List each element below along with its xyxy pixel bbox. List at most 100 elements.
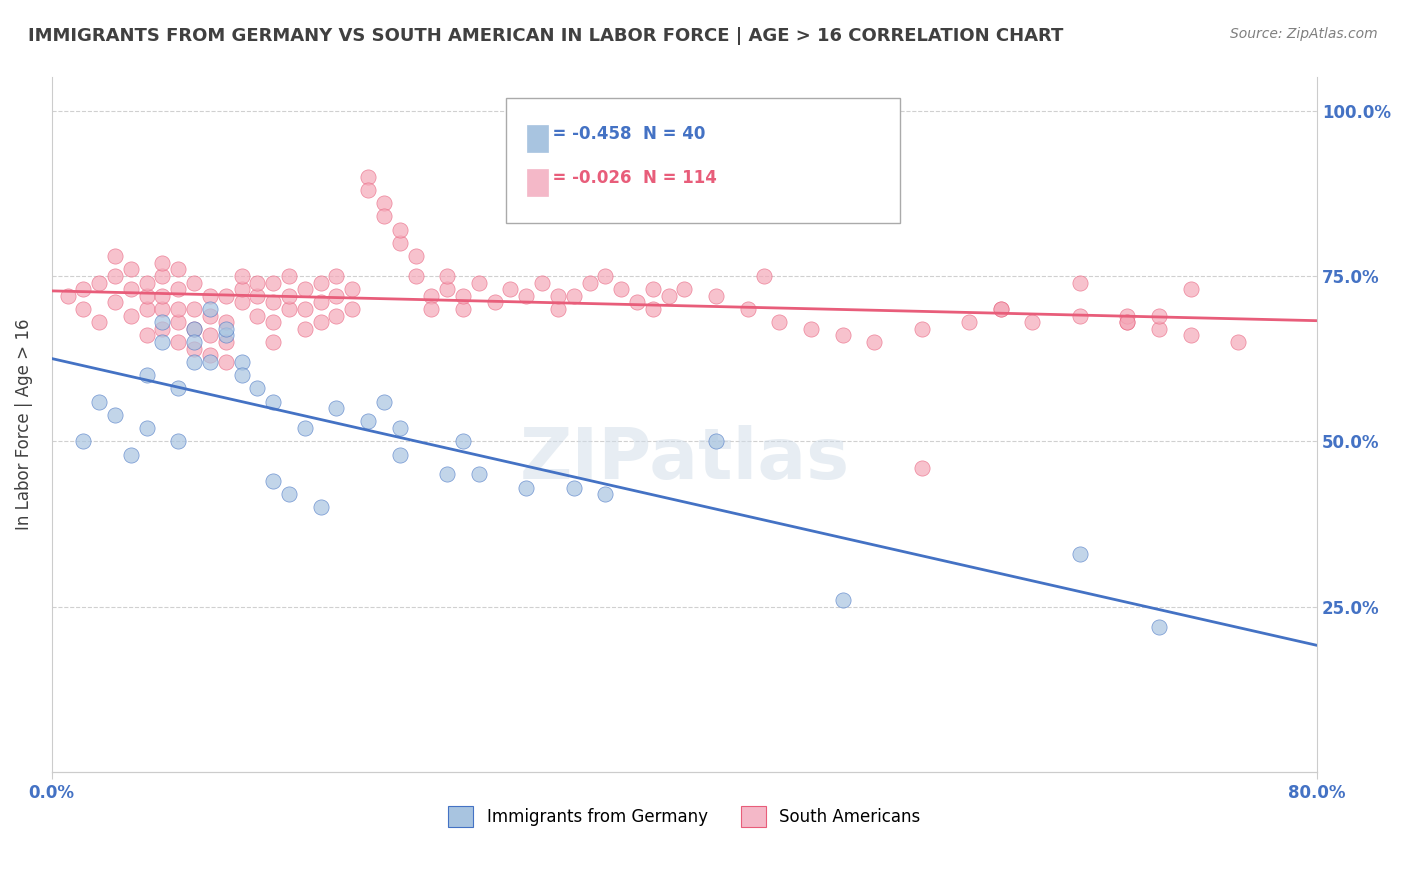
Point bbox=[198, 328, 221, 343]
Point bbox=[388, 222, 411, 236]
Point bbox=[911, 460, 934, 475]
Point bbox=[246, 276, 269, 290]
Point bbox=[152, 255, 174, 269]
Point bbox=[373, 394, 395, 409]
Point bbox=[515, 481, 537, 495]
Point bbox=[1180, 282, 1202, 296]
Point bbox=[1147, 309, 1170, 323]
Point bbox=[1069, 276, 1091, 290]
Point bbox=[198, 348, 221, 362]
Point bbox=[167, 282, 190, 296]
Point bbox=[183, 355, 205, 369]
Point bbox=[294, 421, 316, 435]
Point bbox=[357, 169, 380, 184]
Point bbox=[547, 289, 569, 303]
Point bbox=[388, 421, 411, 435]
Point bbox=[152, 301, 174, 316]
Point bbox=[231, 295, 253, 310]
Point bbox=[183, 322, 205, 336]
Point bbox=[135, 368, 157, 383]
Point bbox=[309, 295, 332, 310]
Point bbox=[831, 593, 853, 607]
Point bbox=[578, 276, 600, 290]
Point bbox=[135, 289, 157, 303]
Point bbox=[246, 381, 269, 395]
Point bbox=[135, 301, 157, 316]
Point bbox=[484, 295, 506, 310]
Point bbox=[752, 268, 775, 283]
Point bbox=[373, 210, 395, 224]
Point bbox=[167, 262, 190, 277]
Point bbox=[262, 334, 284, 349]
Point bbox=[309, 500, 332, 515]
Point bbox=[658, 289, 681, 303]
Point bbox=[135, 276, 157, 290]
Point bbox=[167, 434, 190, 449]
Point bbox=[104, 249, 127, 263]
Point bbox=[278, 487, 301, 501]
Point bbox=[215, 328, 238, 343]
Point bbox=[231, 368, 253, 383]
Point bbox=[152, 268, 174, 283]
Point bbox=[737, 301, 759, 316]
Point bbox=[357, 414, 380, 428]
Point bbox=[342, 282, 364, 296]
Point bbox=[72, 301, 94, 316]
Point bbox=[104, 268, 127, 283]
Point bbox=[89, 276, 111, 290]
Point bbox=[388, 448, 411, 462]
Point bbox=[183, 334, 205, 349]
Point bbox=[641, 282, 664, 296]
Point bbox=[388, 235, 411, 250]
Point bbox=[515, 289, 537, 303]
Point bbox=[246, 309, 269, 323]
Point bbox=[56, 289, 79, 303]
Point bbox=[309, 276, 332, 290]
Point bbox=[198, 301, 221, 316]
Point bbox=[198, 289, 221, 303]
Point bbox=[278, 301, 301, 316]
Point bbox=[231, 355, 253, 369]
Point bbox=[451, 301, 474, 316]
Point bbox=[183, 276, 205, 290]
Point bbox=[89, 394, 111, 409]
Point bbox=[104, 295, 127, 310]
Point bbox=[768, 315, 790, 329]
Point bbox=[373, 196, 395, 211]
Point bbox=[673, 282, 696, 296]
Point bbox=[405, 268, 427, 283]
Point bbox=[436, 467, 458, 482]
Point bbox=[468, 467, 491, 482]
Point bbox=[152, 315, 174, 329]
Point bbox=[451, 434, 474, 449]
Point bbox=[198, 309, 221, 323]
Point bbox=[863, 334, 886, 349]
Point bbox=[595, 268, 617, 283]
Point bbox=[135, 421, 157, 435]
Point bbox=[595, 487, 617, 501]
Point bbox=[1227, 334, 1250, 349]
Point bbox=[167, 301, 190, 316]
Point bbox=[262, 276, 284, 290]
Legend: Immigrants from Germany, South Americans: Immigrants from Germany, South Americans bbox=[441, 799, 927, 833]
Point bbox=[167, 381, 190, 395]
Point bbox=[562, 289, 585, 303]
Point bbox=[420, 301, 443, 316]
Point bbox=[1116, 315, 1139, 329]
Text: IMMIGRANTS FROM GERMANY VS SOUTH AMERICAN IN LABOR FORCE | AGE > 16 CORRELATION : IMMIGRANTS FROM GERMANY VS SOUTH AMERICA… bbox=[28, 27, 1063, 45]
Point bbox=[278, 268, 301, 283]
Point bbox=[562, 481, 585, 495]
Point bbox=[294, 322, 316, 336]
Point bbox=[704, 289, 727, 303]
Point bbox=[1069, 309, 1091, 323]
Point bbox=[325, 401, 347, 416]
Point bbox=[531, 276, 554, 290]
Point bbox=[231, 282, 253, 296]
Point bbox=[325, 309, 347, 323]
Point bbox=[72, 282, 94, 296]
Point bbox=[325, 289, 347, 303]
Point bbox=[183, 342, 205, 356]
Text: Source: ZipAtlas.com: Source: ZipAtlas.com bbox=[1230, 27, 1378, 41]
Point bbox=[1147, 322, 1170, 336]
Point bbox=[800, 322, 823, 336]
